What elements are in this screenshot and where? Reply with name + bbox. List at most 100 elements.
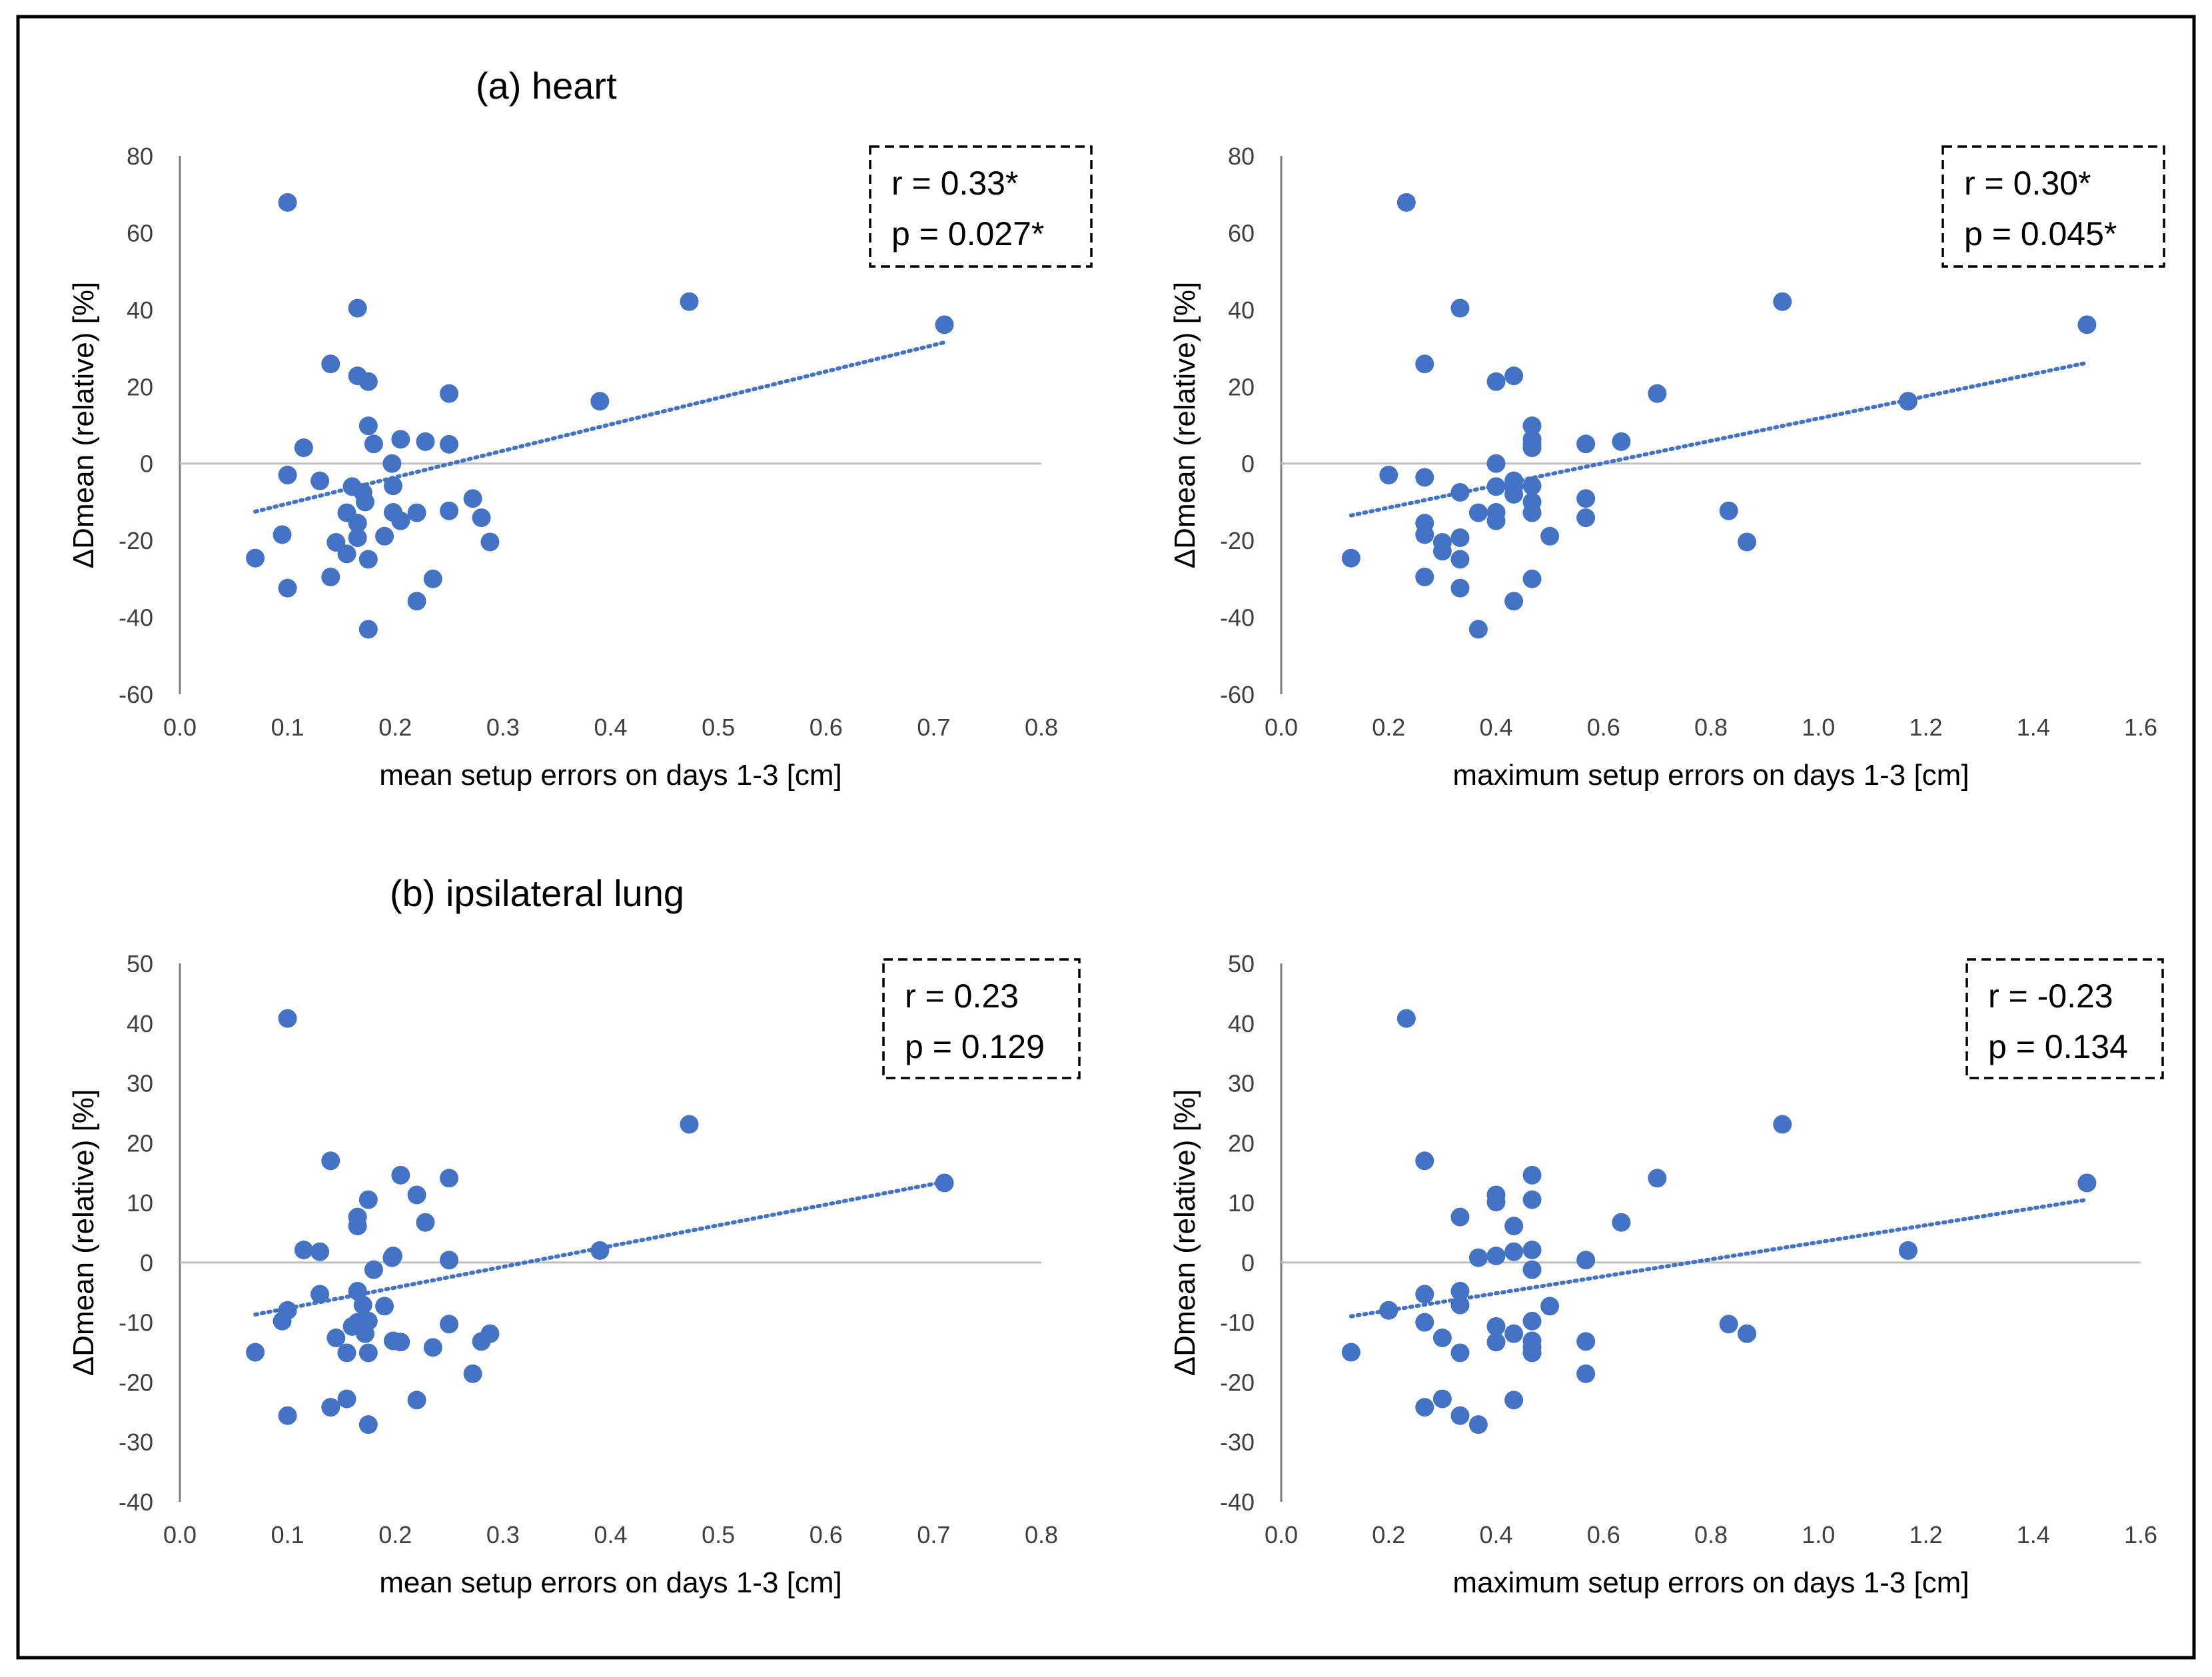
data-point: [1522, 1343, 1542, 1363]
data-point: [1486, 477, 1506, 496]
data-point: [407, 592, 426, 611]
y-tick-label: 10: [1228, 1189, 1255, 1217]
data-point: [326, 1329, 346, 1348]
y-tick-label: 0: [140, 450, 153, 478]
data-point: [384, 1247, 403, 1266]
data-point: [358, 1311, 378, 1331]
data-point: [1450, 528, 1470, 548]
data-point: [935, 1173, 954, 1193]
y-tick-label: 0: [140, 1249, 153, 1277]
y-tick-label: 60: [1228, 219, 1255, 247]
data-point: [1522, 416, 1542, 436]
y-tick-label: -10: [1220, 1309, 1255, 1337]
chart-lung-mean: -40 -30 -20 -10 0 10 20 30 40 50 0.0 0.1 0.2 0.3 0.4 0.…: [67, 950, 1081, 1599]
y-tick-label: -20: [119, 1369, 153, 1396]
y-tick-label: -40: [119, 604, 153, 632]
data-point: [364, 434, 383, 454]
data-point: [310, 1285, 330, 1304]
y-tick-label: -20: [1220, 527, 1255, 554]
y-tick-label: 50: [127, 950, 153, 977]
data-point: [1522, 503, 1542, 522]
x-tick-label: 0.2: [1372, 714, 1405, 741]
data-point: [1341, 548, 1361, 568]
data-point: [440, 1315, 459, 1334]
data-point: [382, 454, 402, 473]
data-point: [348, 1217, 367, 1236]
stats-r-value: r = -0.23: [1988, 977, 2113, 1015]
x-tick-label: 0.5: [702, 1521, 735, 1548]
y-axis-label: ΔDmean (relative) [%]: [67, 282, 100, 568]
data-point: [310, 471, 330, 490]
data-point: [416, 432, 435, 451]
x-tick-label: 0.1: [271, 714, 304, 741]
x-tick-label: 0.0: [1265, 1521, 1298, 1548]
x-tick-label: 0.8: [1025, 1521, 1058, 1548]
data-point: [1898, 392, 1918, 411]
data-point: [1450, 1343, 1470, 1363]
data-point: [1576, 1332, 1596, 1351]
data-point: [358, 1190, 378, 1209]
y-tick-label: -40: [119, 1488, 153, 1516]
trendline: [253, 340, 947, 514]
data-point: [358, 1343, 378, 1363]
data-point: [1648, 384, 1667, 403]
data-point: [1612, 432, 1631, 451]
data-point: [1504, 1242, 1524, 1261]
data-point: [391, 430, 410, 449]
data-point: [321, 1398, 340, 1417]
x-tick-label: 1.4: [2017, 1521, 2050, 1548]
x-tick-label: 0.6: [810, 1521, 843, 1548]
x-tick-label: 1.0: [1802, 714, 1835, 741]
trendline: [253, 1179, 947, 1317]
y-tick-label: -20: [119, 527, 153, 554]
data-point: [935, 315, 954, 334]
stats-r-value: r = 0.33*: [891, 165, 1018, 202]
y-tick-label: 40: [1228, 296, 1255, 324]
y-tick-label: 30: [127, 1070, 153, 1097]
data-point: [246, 548, 265, 568]
x-tick-label: 0.3: [486, 714, 520, 741]
chart-heart-mean: -60 -40 -20 0 20 40 60 80 0.0 0.1 0.2 0.3 0.4 0.5 0.6 0…: [67, 143, 1093, 792]
stats-box: [882, 958, 1081, 1079]
data-point: [1719, 1315, 1738, 1334]
data-point: [1522, 1165, 1542, 1185]
y-tick-label: -40: [1220, 604, 1255, 632]
trendline: [1349, 1197, 2089, 1319]
y-tick-label: 20: [1228, 373, 1255, 400]
x-axis-label: mean setup errors on days 1-3 [cm]: [379, 759, 842, 792]
data-point: [278, 1009, 297, 1028]
y-tick-label: 80: [127, 143, 153, 170]
data-point: [321, 1151, 340, 1171]
stats-p-value: p = 0.045*: [1964, 215, 2117, 253]
data-point: [1576, 434, 1596, 454]
data-point: [1468, 1415, 1488, 1434]
data-point: [348, 528, 367, 548]
x-tick-label: 0.8: [1694, 714, 1728, 741]
data-point: [407, 1391, 426, 1410]
data-point: [407, 503, 426, 522]
x-axis-label: maximum setup errors on days 1-3 [cm]: [1452, 1566, 1969, 1599]
y-tick-label: -60: [1220, 681, 1255, 708]
data-point: [1576, 508, 1596, 528]
y-tick-label: -30: [119, 1428, 153, 1456]
data-point: [278, 1406, 297, 1425]
x-tick-label: 0.8: [1025, 714, 1058, 741]
x-tick-label: 1.4: [2017, 714, 2050, 741]
y-tick-label: 40: [127, 1010, 153, 1037]
y-tick-label: 40: [1228, 1010, 1255, 1037]
data-point: [416, 1213, 435, 1232]
data-point: [1379, 1301, 1398, 1320]
data-point: [1576, 1251, 1596, 1270]
data-point: [391, 511, 410, 530]
data-point: [358, 416, 378, 436]
data-point: [353, 1295, 372, 1315]
data-point: [1468, 503, 1488, 522]
x-tick-label: 1.6: [2124, 714, 2157, 741]
x-tick-label: 0.6: [810, 714, 843, 741]
data-point: [1415, 1285, 1434, 1304]
x-tick-label: 0.4: [1479, 714, 1512, 741]
data-point: [1450, 550, 1470, 569]
data-point: [1450, 1295, 1470, 1315]
data-point: [1450, 1281, 1470, 1301]
